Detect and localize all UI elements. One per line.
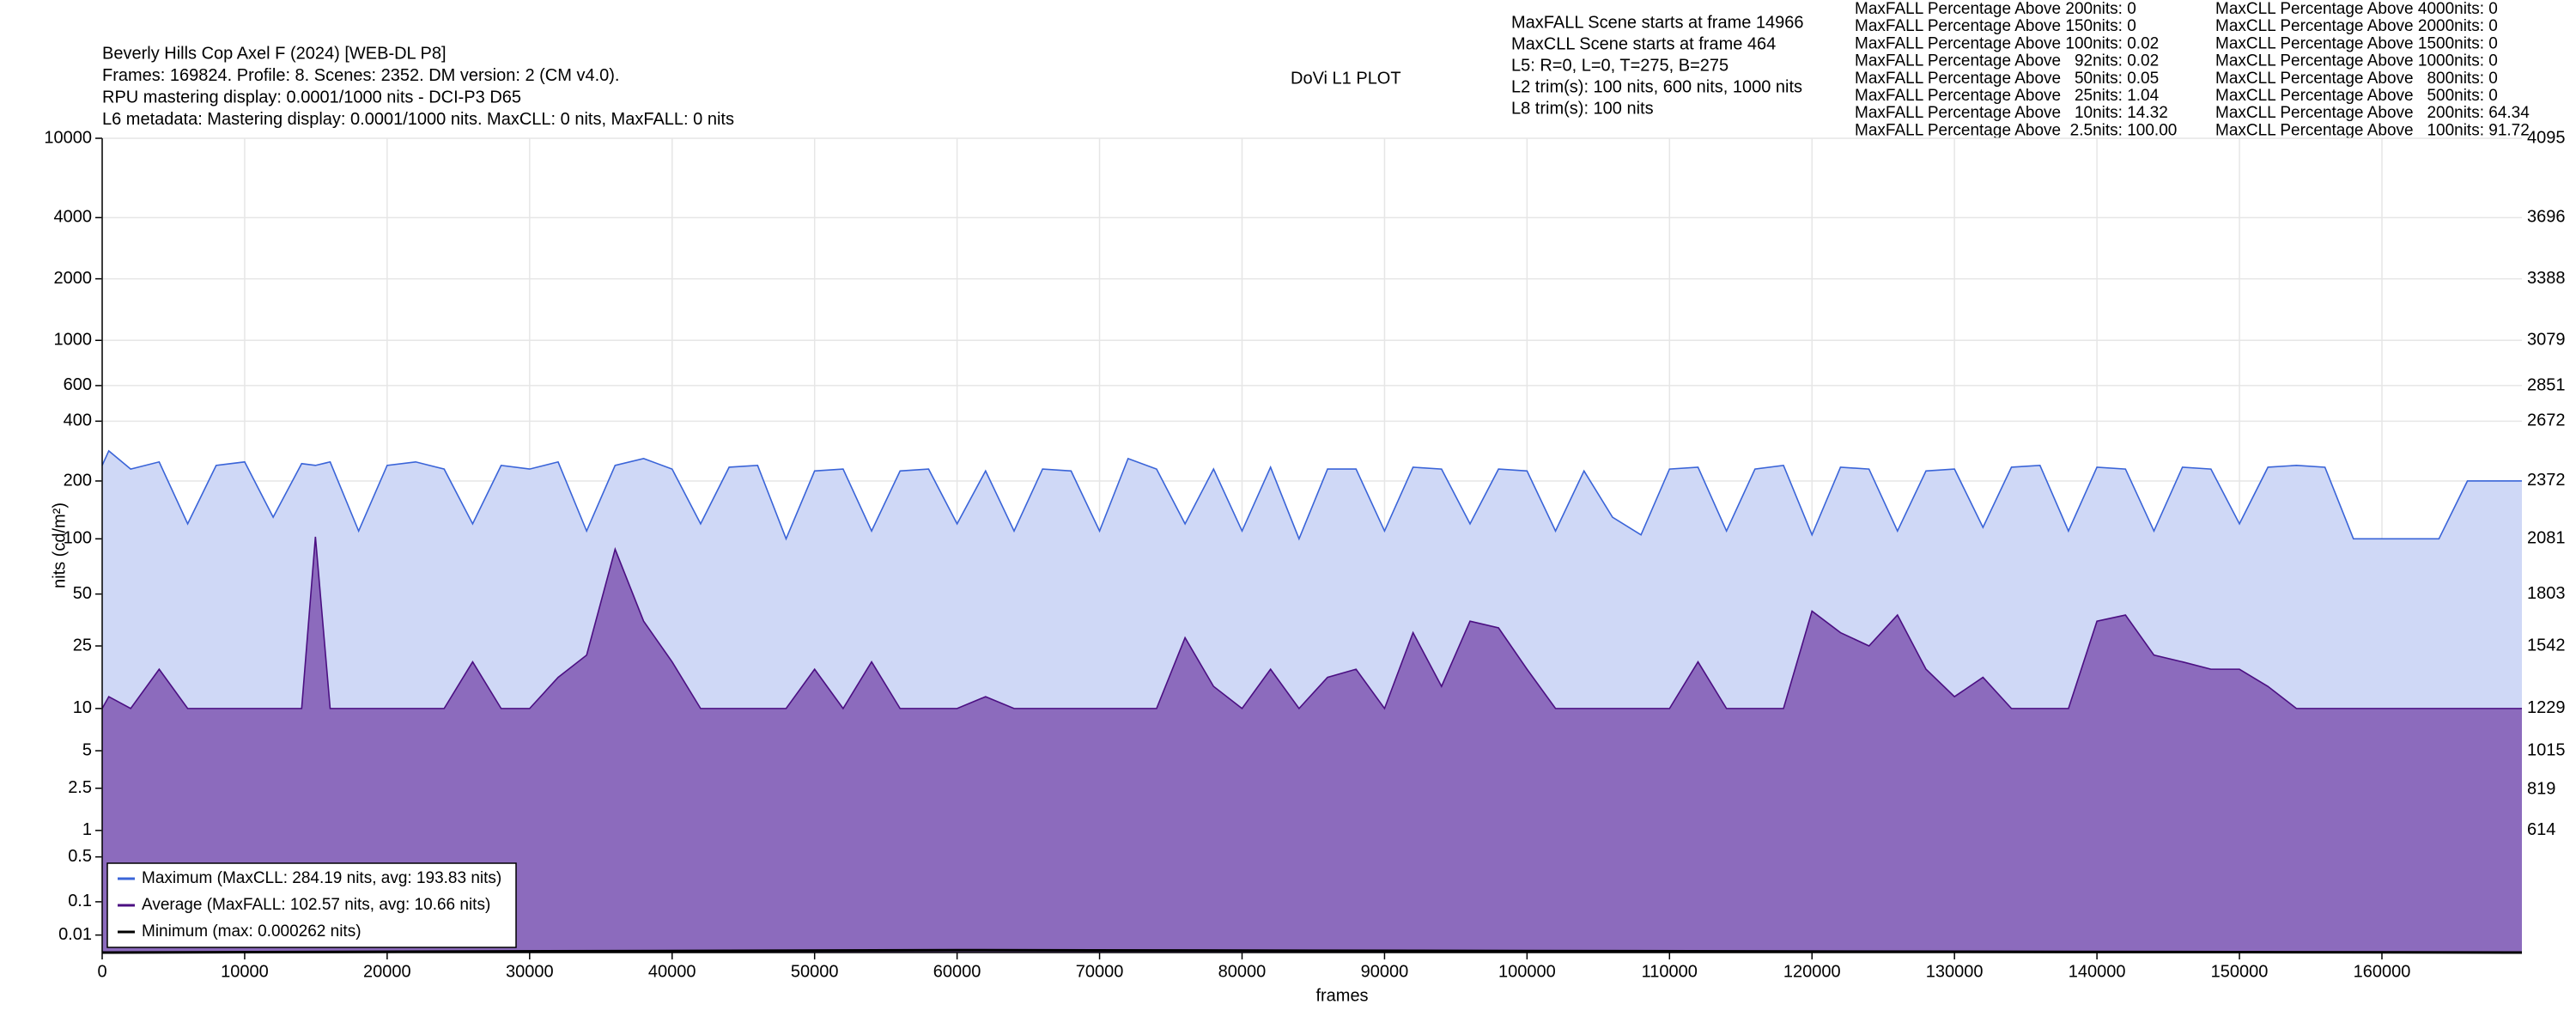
y-axis-label: nits (cd/m²)	[50, 502, 69, 588]
maxcll-stat: MaxCLL Percentage Above 4000nits: 0	[2215, 0, 2498, 18]
maxcll-stat: MaxCLL Percentage Above 500nits: 0	[2215, 87, 2498, 105]
y2-tick-label: 1542	[2527, 636, 2566, 654]
info-line: L5: R=0, L=0, T=275, B=275	[1511, 56, 1728, 75]
x-tick-label: 80000	[1218, 962, 1267, 981]
info-line: MaxCLL Scene starts at frame 464	[1511, 34, 1776, 53]
y2-tick-label: 2081	[2527, 529, 2566, 548]
x-tick-label: 50000	[791, 962, 839, 981]
y-tick-label: 10	[73, 698, 92, 717]
series-line	[101, 449, 2522, 541]
y-tick-label: 2000	[54, 269, 93, 288]
y2-tick-label: 3388	[2527, 269, 2566, 288]
y-tick-label: 2.5	[68, 778, 92, 797]
maxcll-stat: MaxCLL Percentage Above 100nits: 91.72	[2215, 121, 2530, 139]
maxfall-stat: MaxFALL Percentage Above 25nits: 1.04	[1855, 87, 2160, 105]
header-line: Beverly Hills Cop Axel F (2024) [WEB-DL …	[102, 44, 447, 63]
y-tick-label: 0.5	[68, 847, 92, 866]
y-tick-label: 0.1	[68, 892, 92, 910]
x-tick-label: 160000	[2354, 962, 2411, 981]
y-tick-label: 0.01	[58, 925, 92, 944]
y-tick-label: 600	[64, 375, 92, 394]
maxfall-stat: MaxFALL Percentage Above 2.5nits: 100.00	[1855, 121, 2177, 139]
x-tick-label: 130000	[1926, 962, 1984, 981]
y2-tick-label: 1015	[2527, 740, 2566, 759]
y2-tick-label: 2672	[2527, 411, 2566, 430]
y-tick-label: 25	[73, 636, 92, 654]
x-tick-label: 120000	[1783, 962, 1841, 981]
y-tick-label: 200	[64, 471, 92, 490]
y2-tick-label: 614	[2527, 820, 2555, 839]
x-tick-label: 90000	[1361, 962, 1409, 981]
legend-label: Maximum (MaxCLL: 284.19 nits, avg: 193.8…	[142, 869, 501, 887]
x-tick-label: 10000	[221, 962, 269, 981]
info-line: L2 trim(s): 100 nits, 600 nits, 1000 nit…	[1511, 77, 1802, 96]
x-tick-label: 150000	[2211, 962, 2269, 981]
y-tick-label: 100	[64, 529, 92, 548]
legend-box	[106, 862, 517, 948]
chart-title: DoVi L1 PLOT	[1291, 69, 1401, 88]
legend-label: Average (MaxFALL: 102.57 nits, avg: 10.6…	[142, 896, 490, 914]
x-tick-label: 20000	[363, 962, 411, 981]
header-line: RPU mastering display: 0.0001/1000 nits …	[102, 88, 521, 107]
maxcll-stat: MaxCLL Percentage Above 800nits: 0	[2215, 70, 2498, 88]
series-area	[102, 536, 2522, 953]
maxfall-stat: MaxFALL Percentage Above 50nits: 0.05	[1855, 70, 2159, 88]
x-axis-label: frames	[1315, 986, 1368, 1005]
maxcll-stat: MaxCLL Percentage Above 1000nits: 0	[2215, 52, 2498, 70]
maxfall-stat: MaxFALL Percentage Above 100nits: 0.02	[1855, 34, 2159, 52]
maxcll-stat: MaxCLL Percentage Above 2000nits: 0	[2215, 17, 2498, 35]
series-line	[101, 536, 2522, 710]
y-tick-label: 1	[82, 820, 92, 839]
maxfall-stat: MaxFALL Percentage Above 200nits: 0	[1855, 0, 2136, 18]
y-tick-label: 10000	[44, 128, 92, 147]
header-line: Frames: 169824. Profile: 8. Scenes: 2352…	[102, 66, 619, 85]
y-tick-label: 5	[82, 740, 92, 759]
x-tick-label: 40000	[648, 962, 696, 981]
x-tick-label: 110000	[1642, 962, 1698, 981]
y2-tick-label: 2851	[2527, 375, 2566, 394]
y2-tick-label: 819	[2527, 780, 2555, 799]
maxcll-stat: MaxCLL Percentage Above 1500nits: 0	[2215, 34, 2498, 52]
y2-tick-label: 3696	[2527, 208, 2566, 227]
y2-tick-label: 3079	[2527, 330, 2566, 349]
maxfall-stat: MaxFALL Percentage Above 150nits: 0	[1855, 17, 2136, 35]
x-tick-label: 140000	[2069, 962, 2126, 981]
y-tick-label: 4000	[54, 208, 93, 227]
maxfall-stat: MaxFALL Percentage Above 92nits: 0.02	[1855, 52, 2159, 70]
x-tick-label: 70000	[1076, 962, 1124, 981]
info-line: MaxFALL Scene starts at frame 14966	[1511, 13, 1804, 32]
info-line: L8 trim(s): 100 nits	[1511, 99, 1654, 118]
series-line	[101, 948, 2523, 954]
maxcll-stat: MaxCLL Percentage Above 200nits: 64.34	[2215, 104, 2530, 122]
y2-tick-label: 1229	[2527, 698, 2566, 717]
x-tick-label: 60000	[933, 962, 981, 981]
y2-tick-label: 4095	[2527, 128, 2566, 147]
x-tick-label: 0	[97, 962, 106, 981]
header-line: L6 metadata: Mastering display: 0.0001/1…	[102, 110, 734, 129]
y2-tick-label: 2372	[2527, 471, 2566, 490]
x-tick-label: 30000	[506, 962, 554, 981]
x-tick-label: 100000	[1498, 962, 1556, 981]
y-tick-label: 1000	[54, 331, 93, 350]
legend-label: Minimum (max: 0.000262 nits)	[142, 922, 361, 941]
maxfall-stat: MaxFALL Percentage Above 10nits: 14.32	[1855, 104, 2168, 122]
y-tick-label: 400	[64, 411, 92, 430]
y2-tick-label: 1803	[2527, 584, 2566, 603]
y-tick-label: 50	[73, 584, 92, 603]
